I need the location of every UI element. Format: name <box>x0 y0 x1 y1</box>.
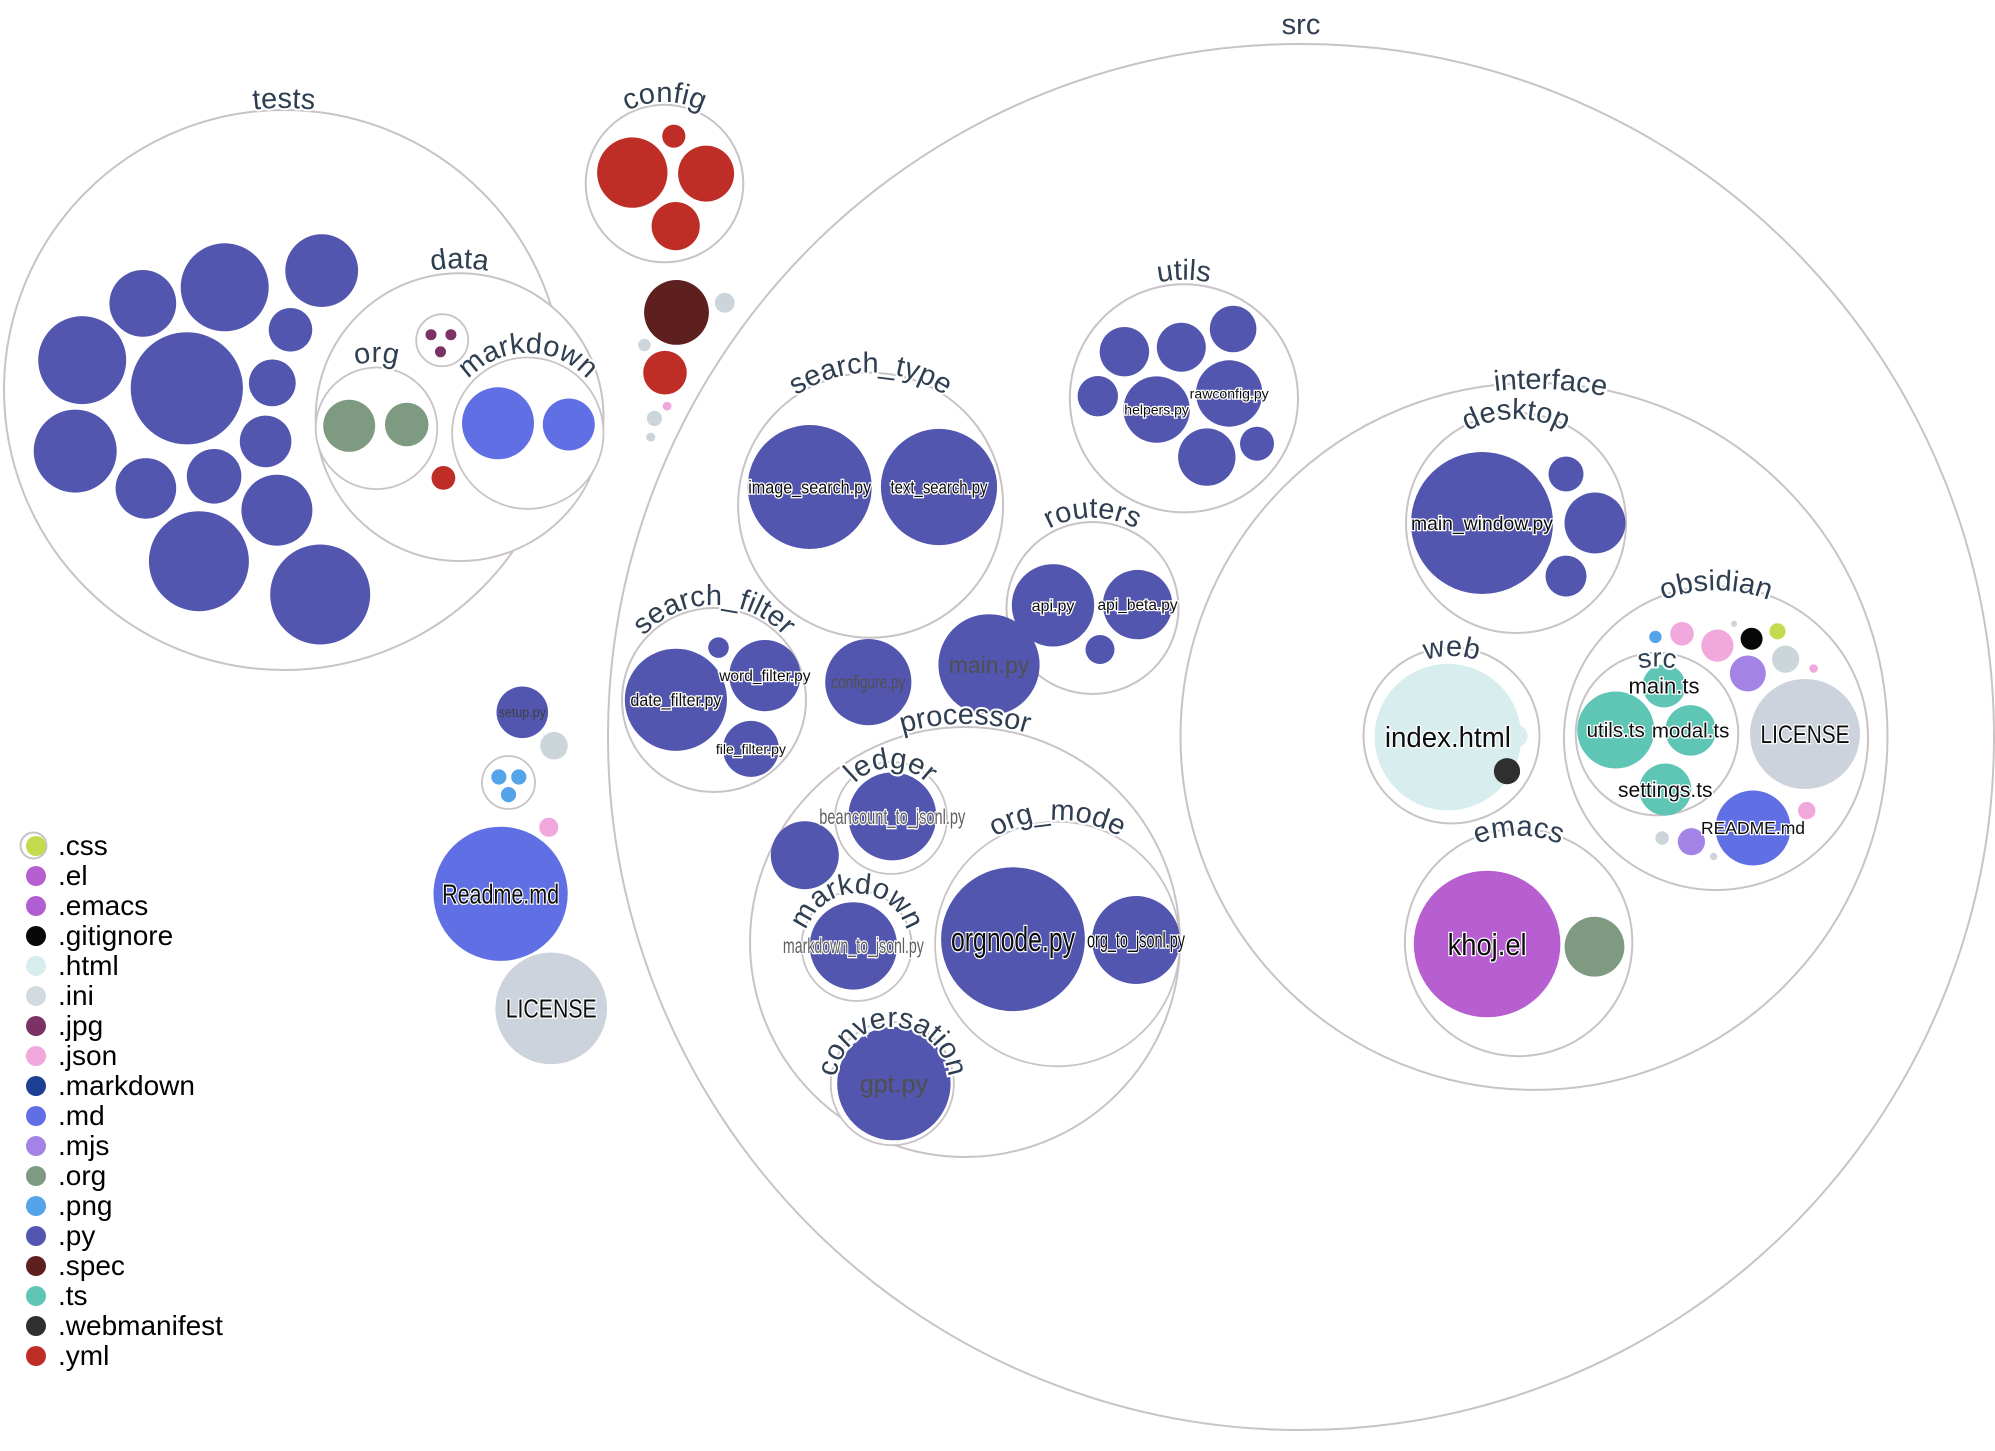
svg-text:org_to_jsonl.py: org_to_jsonl.py <box>1087 928 1185 953</box>
svg-text:date_filter.py: date_filter.py <box>630 690 721 711</box>
svg-text:khoj.el: khoj.el <box>1448 927 1527 962</box>
svg-text:modal.ts: modal.ts <box>1652 720 1729 743</box>
svg-text:src: src <box>1281 9 1320 41</box>
svg-text:.emacs: .emacs <box>58 890 148 921</box>
svg-text:.markdown: .markdown <box>58 1070 195 1101</box>
svg-text:main.py: main.py <box>949 652 1030 678</box>
svg-text:api.py: api.py <box>1032 598 1075 615</box>
svg-text:.el: .el <box>58 860 88 891</box>
svg-text:.json: .json <box>58 1040 117 1071</box>
svg-text:LICENSE: LICENSE <box>506 994 597 1024</box>
svg-text:.html: .html <box>58 950 119 981</box>
svg-text:utils: utils <box>1155 255 1214 290</box>
svg-text:.webmanifest: .webmanifest <box>58 1310 223 1341</box>
svg-text:.jpg: .jpg <box>58 1010 103 1041</box>
svg-text:org: org <box>351 337 402 372</box>
svg-text:LICENSE: LICENSE <box>1761 721 1850 749</box>
svg-text:.ini: .ini <box>58 980 94 1011</box>
svg-text:rawconfig.py: rawconfig.py <box>1190 385 1269 401</box>
svg-text:.py: .py <box>58 1220 95 1251</box>
svg-text:.org: .org <box>58 1160 106 1191</box>
svg-text:image_search.py: image_search.py <box>748 477 871 498</box>
svg-text:setup.py: setup.py <box>499 705 546 720</box>
svg-text:.mjs: .mjs <box>58 1130 109 1161</box>
svg-text:text_search.py: text_search.py <box>891 477 988 498</box>
svg-text:main_window.py: main_window.py <box>1411 513 1553 535</box>
svg-text:utils.ts: utils.ts <box>1587 719 1645 742</box>
svg-text:Readme.md: Readme.md <box>442 879 559 910</box>
svg-text:web: web <box>1419 631 1483 667</box>
svg-text:data: data <box>428 243 492 278</box>
svg-text:src: src <box>1635 643 1679 675</box>
svg-text:index.html: index.html <box>1385 722 1511 754</box>
svg-text:.gitignore: .gitignore <box>58 920 173 951</box>
svg-text:.yml: .yml <box>58 1340 109 1371</box>
svg-text:markdown_to_jsonl.py: markdown_to_jsonl.py <box>783 935 924 958</box>
svg-text:.spec: .spec <box>58 1250 125 1281</box>
svg-text:README.md: README.md <box>1701 818 1805 838</box>
svg-text:helpers.py: helpers.py <box>1124 402 1189 418</box>
svg-text:beancount_to_jsonl.py: beancount_to_jsonl.py <box>819 806 965 829</box>
svg-text:.md: .md <box>58 1100 105 1131</box>
svg-text:configure.py: configure.py <box>831 672 905 692</box>
svg-text:gpt.py: gpt.py <box>860 1070 929 1098</box>
svg-text:api_beta.py: api_beta.py <box>1098 597 1178 614</box>
svg-text:settings.ts: settings.ts <box>1618 779 1713 802</box>
svg-text:word_filter.py: word_filter.py <box>718 668 811 685</box>
svg-text:main.ts: main.ts <box>1629 674 1700 699</box>
svg-text:.ts: .ts <box>58 1280 88 1311</box>
svg-text:.css: .css <box>58 830 108 861</box>
svg-text:file_filter.py: file_filter.py <box>716 741 786 757</box>
svg-text:.png: .png <box>58 1190 113 1221</box>
svg-text:orgnode.py: orgnode.py <box>951 921 1075 959</box>
